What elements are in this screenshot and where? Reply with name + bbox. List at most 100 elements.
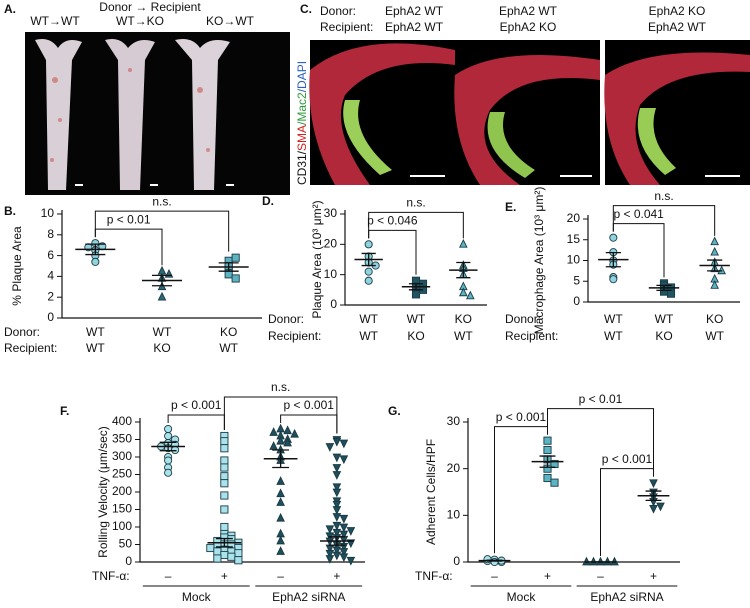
sample-label: WT→KO (116, 14, 164, 28)
panel-label: B. (4, 204, 16, 218)
x-tick-label: WT (604, 329, 623, 343)
x-tick-label: – (277, 569, 284, 583)
data-point (717, 265, 726, 275)
y-tick-label: 10 (324, 267, 338, 281)
row-label: TNF-α: (415, 569, 453, 583)
data-point (164, 431, 173, 441)
data-point (339, 530, 349, 540)
y-tick-label: 0 (47, 310, 54, 324)
y-tick-label: 0 (573, 294, 580, 308)
data-point (710, 280, 719, 289)
y-tick-label: 10 (447, 508, 461, 522)
data-point (220, 463, 229, 472)
data-point (332, 464, 342, 473)
x-tick-label: KO (655, 329, 672, 343)
data-point (339, 553, 349, 563)
y-tick-label: 100 (112, 519, 132, 533)
error-bar (645, 490, 662, 502)
y-tick-label: 250 (112, 467, 132, 481)
panel-label: G. (388, 404, 401, 418)
data-point (213, 554, 222, 563)
histology-photo (309, 40, 750, 186)
data-point (332, 513, 342, 522)
data-point (276, 512, 285, 522)
sample-label: KO→WT (206, 14, 255, 28)
x-tick-label: WT (705, 329, 724, 343)
data-point (339, 439, 349, 449)
data-point (234, 549, 243, 558)
significance-label: p < 0.001 (171, 398, 222, 412)
error-bar (85, 243, 106, 256)
y-tick-label: 400 (112, 414, 132, 428)
significance-bracket (94, 210, 230, 252)
data-point (332, 437, 342, 447)
error-bar (159, 441, 177, 452)
x-tick-label: + (221, 569, 228, 583)
data-point (231, 274, 240, 283)
row-label: Recipient: (268, 329, 321, 343)
y-tick-label: 5 (573, 273, 580, 287)
data-point (157, 265, 167, 275)
significance-bracket (612, 205, 716, 236)
group-label: EphA2 siRNA (272, 590, 345, 604)
significance-label: p < 0.046 (367, 214, 418, 228)
data-point (543, 445, 552, 455)
data-point (483, 555, 492, 564)
significance-label: p < 0.01 (107, 212, 151, 226)
panel-label: C. (300, 2, 312, 16)
y-tick-label: 20 (447, 461, 461, 475)
data-point (666, 289, 676, 298)
row-label: Donor: (4, 325, 40, 339)
data-point (710, 236, 719, 246)
panel-title: Donor → Recipient (99, 0, 201, 14)
data-point (656, 502, 665, 512)
significance-label: n.s. (271, 380, 290, 394)
y-tick-label: 300 (112, 449, 132, 463)
y-tick-label: 350 (112, 432, 132, 446)
data-point (411, 290, 421, 299)
data-point (206, 543, 215, 553)
sample-label: WT→WT (30, 14, 80, 28)
row-label: TNF-α: (92, 569, 130, 583)
x-tick-label: WT (359, 329, 378, 343)
x-tick-label: WT (219, 341, 238, 355)
y-tick-label: 30 (324, 206, 338, 220)
data-point (710, 246, 719, 256)
data-point (220, 505, 229, 514)
x-tick-label: KO (706, 312, 723, 326)
column-label: EphA2 WT (385, 20, 444, 34)
data-point (346, 527, 356, 536)
group-label: EphA2 siRNA (590, 590, 663, 604)
data-point (164, 468, 173, 477)
column-label: EphA2 KO (649, 4, 706, 18)
y-tick-label: 50 (119, 537, 133, 551)
y-tick-label: 10 (567, 253, 581, 267)
data-point (276, 488, 285, 498)
data-point (234, 556, 243, 565)
row-label: Donor: (505, 312, 541, 326)
data-point (459, 239, 468, 248)
significance-label: p < 0.001 (496, 410, 547, 424)
column-label: EphA2 KO (500, 20, 557, 34)
x-tick-label: WT (86, 325, 105, 339)
panel-label: D. (262, 194, 274, 208)
y-tick-label: 8 (47, 227, 54, 241)
data-point (490, 557, 499, 567)
y-tick-label: 200 (112, 484, 132, 498)
data-point (649, 479, 658, 488)
data-point (164, 424, 173, 434)
data-point (543, 473, 552, 483)
error-bar (456, 261, 471, 279)
significance-bracket (600, 468, 654, 556)
significance-bracket (223, 396, 338, 434)
x-tick-label: KO (153, 341, 170, 355)
data-point (609, 233, 618, 242)
data-point (609, 275, 618, 284)
row-label: Donor: (320, 4, 356, 18)
y-axis-label: Adherent Cells/HPF (424, 439, 438, 545)
data-point (220, 437, 229, 446)
data-point (269, 427, 278, 436)
data-point (220, 522, 229, 532)
y-tick-label: 0 (330, 297, 337, 311)
data-point (213, 547, 222, 556)
